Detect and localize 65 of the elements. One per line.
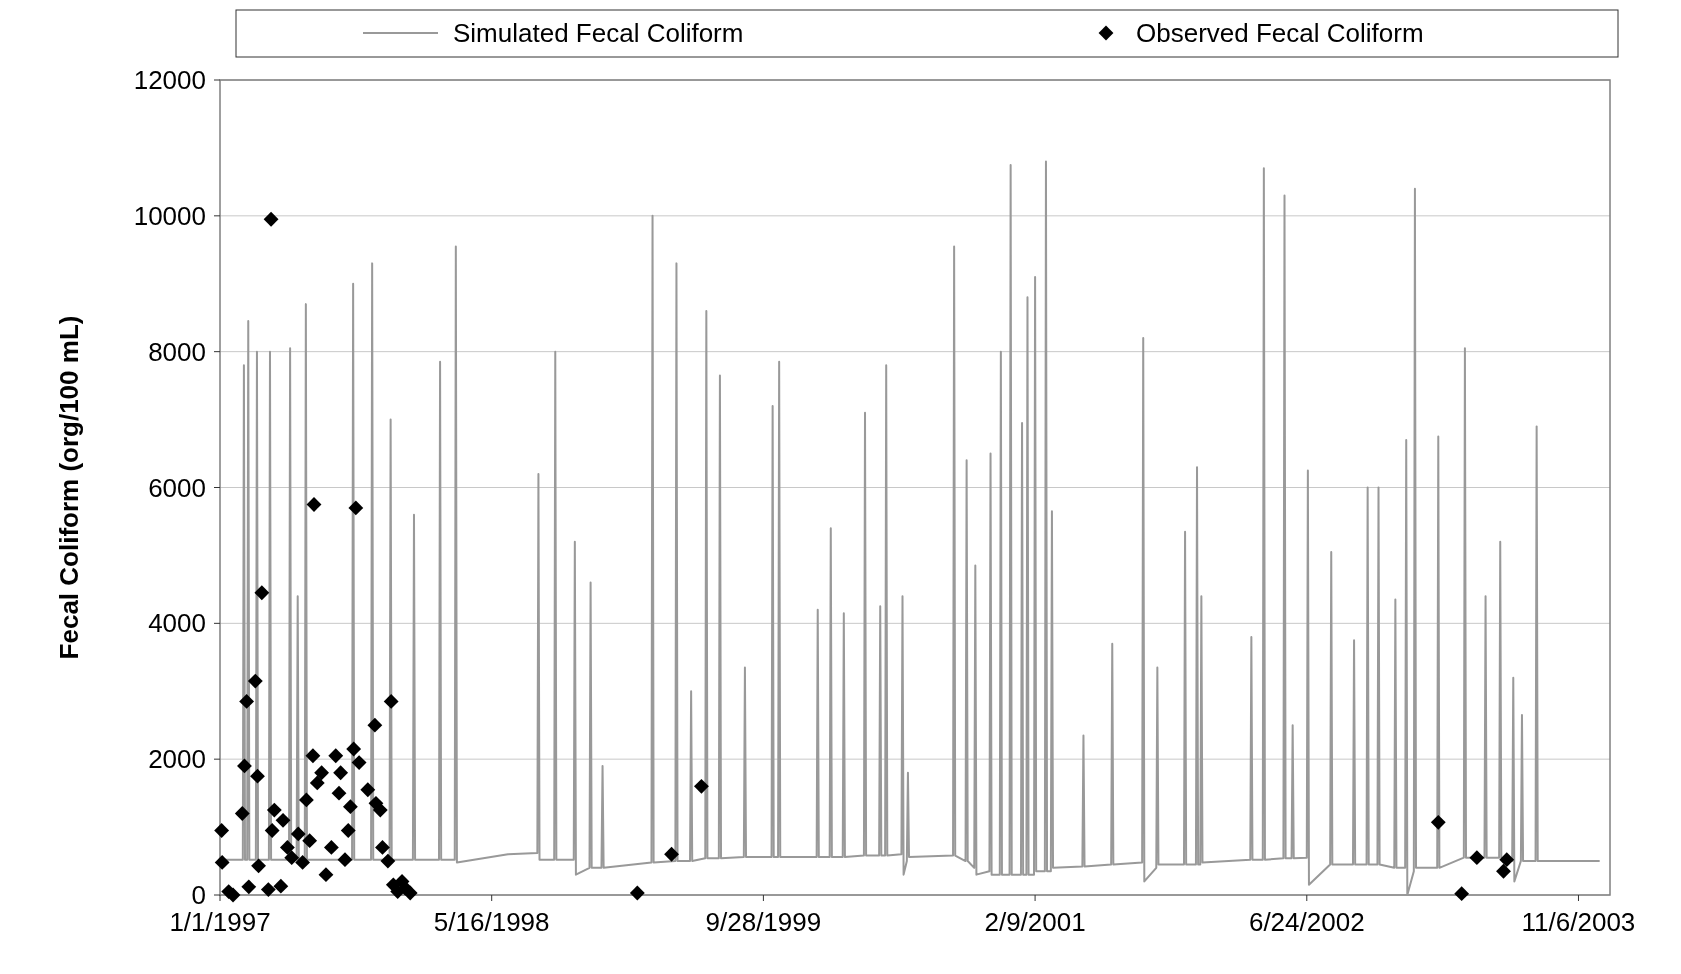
point: [328, 748, 344, 764]
point: [298, 792, 314, 808]
point: [266, 802, 282, 818]
point: [302, 833, 318, 849]
point: [250, 768, 265, 784]
point: [305, 748, 321, 764]
point: [284, 850, 300, 866]
point: [346, 741, 362, 757]
point: [251, 858, 266, 874]
x-tick-label: 2/9/2001: [984, 907, 1086, 937]
x-tick-label: 5/16/1998: [433, 907, 550, 937]
point: [237, 758, 252, 774]
point: [273, 878, 289, 894]
point: [340, 823, 356, 838]
point: [1469, 850, 1485, 866]
point: [264, 823, 280, 838]
point: [314, 765, 330, 781]
point: [664, 846, 679, 862]
point: [254, 585, 270, 601]
point: [402, 885, 418, 901]
legend-label: Observed Fecal Coliform: [1136, 18, 1424, 49]
point: [275, 812, 291, 828]
point: [375, 840, 390, 855]
point: [290, 826, 306, 842]
y-tick-label: 8000: [148, 336, 206, 367]
point: [247, 673, 263, 689]
point: [239, 694, 255, 709]
point: [348, 500, 364, 516]
x-tick-label: 6/24/2002: [1248, 907, 1365, 937]
point: [263, 211, 279, 227]
point: [234, 806, 250, 821]
point: [1454, 886, 1470, 902]
point: [309, 775, 325, 791]
point: [337, 852, 353, 868]
point: [360, 782, 376, 798]
y-axis-title: Fecal Coliform (org/100 mL): [54, 315, 84, 660]
point: [372, 802, 388, 818]
point: [214, 823, 230, 838]
point: [318, 867, 334, 883]
point: [1499, 852, 1515, 868]
point: [629, 885, 645, 901]
point: [383, 694, 399, 709]
point: [343, 799, 358, 815]
point: [241, 879, 257, 895]
x-tick-label: 11/6/2003: [1521, 907, 1636, 937]
point: [331, 785, 347, 801]
point: [260, 882, 276, 897]
point: [367, 717, 383, 733]
legend-label: Simulated Fecal Coliform: [453, 18, 744, 49]
point: [1430, 814, 1446, 830]
point: [214, 854, 230, 870]
x-tick-label: 9/28/1999: [705, 907, 822, 937]
y-tick-label: 4000: [148, 608, 206, 639]
point: [295, 854, 311, 870]
point: [279, 840, 295, 855]
point: [1496, 863, 1511, 879]
point: [323, 840, 339, 855]
y-tick-label: 12000: [133, 65, 206, 96]
y-tick-label: 10000: [133, 200, 206, 231]
point: [694, 778, 709, 794]
point: [351, 755, 367, 770]
point: [333, 765, 349, 781]
y-tick-label: 2000: [148, 744, 206, 775]
point: [380, 853, 396, 869]
y-tick-label: 6000: [148, 472, 206, 503]
